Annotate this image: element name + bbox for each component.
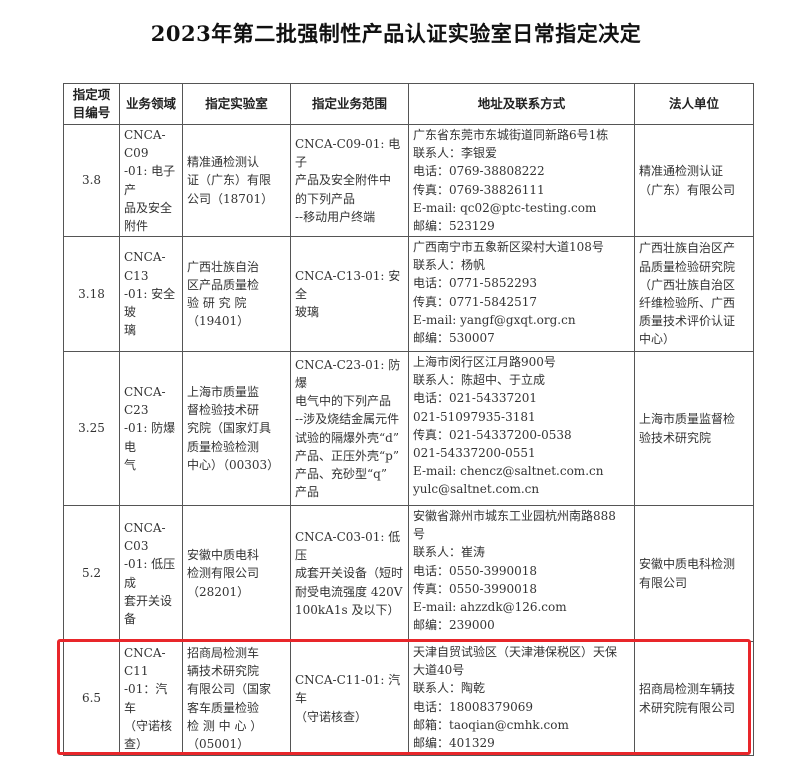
legal-entity: 招商局检测车辆技 术研究院有限公司	[634, 641, 754, 756]
legal-entity: 广西壮族自治区产 品质量检验研究院 （广西壮族自治区 纤维检验所、广西 质量技术…	[634, 236, 754, 352]
header-scope: 指定业务范围	[290, 83, 409, 125]
scope: CNCA-C11-01: 汽车 （守诺核查）	[290, 641, 409, 756]
header-field: 业务领域	[119, 83, 183, 125]
contact-info: 天津自贸试验区（天津港保税区）天保 大道40号 联系人：陶乾 电话：180083…	[408, 641, 635, 756]
highlight-box	[57, 639, 751, 755]
scope: CNCA-C23-01: 防爆 电气中的下列产品 --涉及烧结金属元件 试验的隔…	[290, 351, 409, 506]
lab-name: 精准通检测认 证（广东）有限 公司（18701）	[182, 124, 291, 237]
header-item-number: 指定项 目编号	[63, 83, 120, 125]
contact-info: 上海市闵行区江月路900号 联系人：陈超中、于立成 电话：021-5433720…	[408, 351, 635, 506]
scope: CNCA-C03-01: 低压 成套开关设备（短时 耐受电流强度 420V 10…	[290, 505, 409, 642]
item-number: 3.18	[63, 236, 120, 352]
scope: CNCA-C09-01: 电子 产品及安全附件中 的下列产品 --移动用户终端	[290, 124, 409, 237]
table-row: 5.2 CNCA-C03 -01: 低压成 套开关设 备 安徽中质电科 检测有限…	[63, 505, 754, 642]
table-row-highlighted: 6.5 CNCA-C11 -01：汽车 （守诺核 查） 招商局检测车 辆技术研究…	[63, 641, 754, 756]
business-field: CNCA-C23 -01: 防爆电 气	[119, 351, 183, 506]
header-contact: 地址及联系方式	[408, 83, 635, 125]
item-number: 3.8	[63, 124, 120, 237]
business-field: CNCA-C13 -01: 安全玻 璃	[119, 236, 183, 352]
legal-entity: 精准通检测认证 （广东）有限公司	[634, 124, 754, 237]
business-field: CNCA-C11 -01：汽车 （守诺核 查）	[119, 641, 183, 756]
legal-entity: 安徽中质电科检测 有限公司	[634, 505, 754, 642]
header-lab: 指定实验室	[182, 83, 291, 125]
document-title: 2023年第二批强制性产品认证实验室日常指定决定	[150, 21, 642, 46]
table-row: 3.18 CNCA-C13 -01: 安全玻 璃 广西壮族自治 区产品质量检 验…	[63, 236, 754, 352]
lab-name: 安徽中质电科 检测有限公司 （28201）	[182, 505, 291, 642]
business-field: CNCA-C09 -01: 电子产 品及安全 附件	[119, 124, 183, 237]
contact-info: 广东省东莞市东城街道同新路6号1栋 联系人：李银爱 电话：0769-388082…	[408, 124, 635, 237]
item-number: 3.25	[63, 351, 120, 506]
table-header-row: 指定项 目编号 业务领域 指定实验室 指定业务范围 地址及联系方式 法人单位	[63, 83, 754, 125]
legal-entity: 上海市质量监督检 验技术研究院	[634, 351, 754, 506]
scope: CNCA-C13-01: 安全 玻璃	[290, 236, 409, 352]
lab-name: 招商局检测车 辆技术研究院 有限公司（国家 客车质量检验 检 测 中 心 ） （…	[182, 641, 291, 756]
contact-info: 广西南宁市五象新区梁村大道108号 联系人：杨帆 电话：0771-5852293…	[408, 236, 635, 352]
table-row: 3.8 CNCA-C09 -01: 电子产 品及安全 附件 精准通检测认 证（广…	[63, 124, 754, 237]
business-field: CNCA-C03 -01: 低压成 套开关设 备	[119, 505, 183, 642]
table-row: 3.25 CNCA-C23 -01: 防爆电 气 上海市质量监 督检验技术研 究…	[63, 351, 754, 506]
lab-name: 广西壮族自治 区产品质量检 验 研 究 院 （19401）	[182, 236, 291, 352]
lab-name: 上海市质量监 督检验技术研 究院（国家灯具 质量检验检测 中心）（00303）	[182, 351, 291, 506]
designation-table: 指定项 目编号 业务领域 指定实验室 指定业务范围 地址及联系方式 法人单位 3…	[63, 83, 754, 756]
item-number: 5.2	[63, 505, 120, 642]
contact-info: 安徽省滁州市城东工业园杭州南路888 号 联系人：崔涛 电话：0550-3990…	[408, 505, 635, 642]
header-entity: 法人单位	[634, 83, 754, 125]
